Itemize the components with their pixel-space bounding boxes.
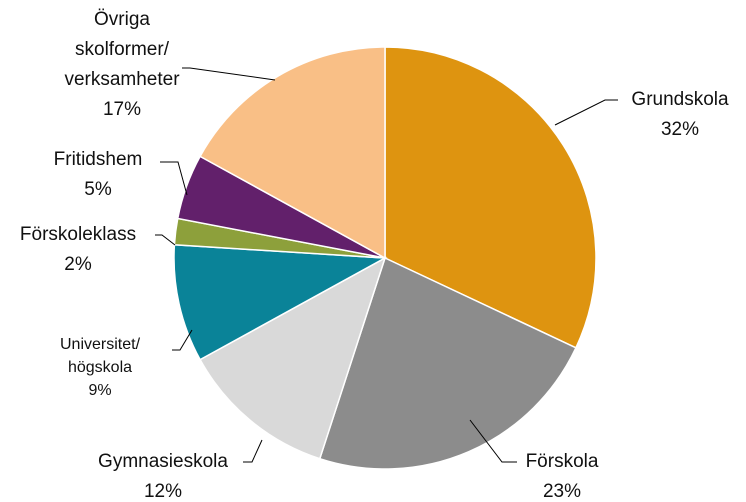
slice-label: Förskola 23%	[526, 447, 599, 502]
pie-slice	[318, 256, 577, 470]
pie-slice	[173, 243, 388, 361]
slice-label: Fritidshem 5%	[54, 145, 143, 205]
slice-label: Grundskola 32%	[631, 85, 728, 145]
category-label: Förskoleklass	[19, 224, 137, 245]
value-label: 23%	[542, 481, 582, 502]
leader-line	[155, 234, 176, 246]
category-label: Gymnasieskola	[98, 451, 228, 472]
value-label: 9%	[88, 382, 112, 399]
category-label: Förskola	[525, 451, 599, 472]
leader-line	[469, 419, 517, 463]
value-label: 5%	[84, 179, 112, 200]
category-label: Grundskola	[631, 89, 729, 110]
pie-slice	[384, 46, 597, 349]
value-label: 32%	[660, 119, 700, 140]
value-label: 12%	[143, 481, 183, 502]
pie-slice	[199, 46, 386, 260]
value-label: 17%	[102, 99, 142, 120]
category-label: Fritidshem	[53, 149, 143, 170]
slice-label: Universitet/ högskola 9%	[60, 333, 140, 402]
leader-line	[182, 67, 276, 81]
slice-label: Förskoleklass 2%	[20, 220, 136, 280]
category-label: Övriga skolformer/ verksamheter	[64, 9, 180, 90]
leader-line	[554, 99, 618, 126]
value-label: 2%	[64, 254, 92, 275]
slice-label: Övriga skolformer/ verksamheter 17%	[64, 5, 179, 125]
category-label: Universitet/ högskola	[59, 336, 141, 376]
leader-line	[172, 329, 193, 351]
pie-slice	[199, 256, 387, 460]
leader-line	[160, 161, 188, 196]
slice-label: Gymnasieskola 12%	[98, 447, 228, 502]
leader-line	[243, 439, 263, 463]
